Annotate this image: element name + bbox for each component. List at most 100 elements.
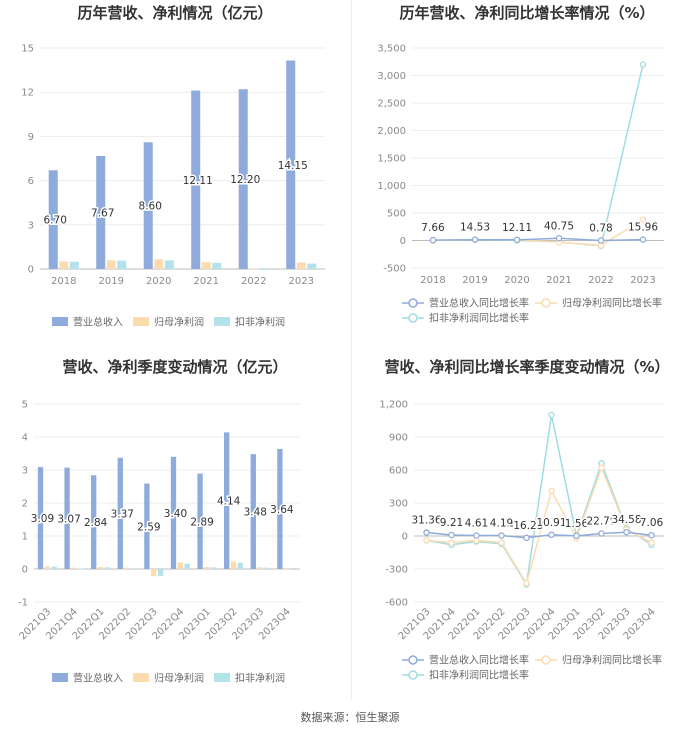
bar-revenue xyxy=(143,142,153,269)
growth-value-label: 22.79 xyxy=(586,515,616,527)
series-line xyxy=(432,237,644,242)
growth-value-label: 15.96 xyxy=(628,222,658,234)
bar-deducted-profit xyxy=(184,563,190,569)
legend-label: 归母净利润 xyxy=(154,316,204,329)
legend-label: 归母净利润同比增长率 xyxy=(562,297,662,310)
bar-parent-profit xyxy=(106,260,116,269)
y-tick-label: 2,000 xyxy=(377,126,406,137)
bar-parent-profit xyxy=(201,262,211,269)
data-point xyxy=(548,531,555,539)
annual-growth-chart: -500 0 500 1,000 1,500 2,000 2,500 3,000 3,500 7.… xyxy=(377,44,664,325)
series-line xyxy=(432,64,644,247)
bar-parent-profit xyxy=(124,567,130,569)
bar-value-label: 12.20 xyxy=(230,174,260,186)
bar-value-label: 14.15 xyxy=(278,160,308,172)
legend-marker xyxy=(408,313,418,323)
bar-parent-profit xyxy=(296,262,306,269)
data-point xyxy=(448,531,455,539)
data-point xyxy=(429,236,437,244)
data-point xyxy=(598,464,605,472)
y-tick-label: 1 xyxy=(22,532,28,543)
y-tick-label: 2,500 xyxy=(377,99,406,110)
y-tick-label: 500 xyxy=(387,209,406,220)
data-point xyxy=(473,532,480,539)
bar-revenue xyxy=(170,456,177,569)
x-tick-label: 2023 xyxy=(630,275,655,286)
panel-divider xyxy=(351,0,352,700)
growth-value-label: -16.23 xyxy=(510,520,544,532)
legend-marker xyxy=(541,655,551,665)
bar-parent-profit xyxy=(151,569,157,577)
bar-deducted-profit xyxy=(69,261,79,269)
annual-revenue-profit-chart: 0 3 6 9 12 15 6.70 2018 7.67 2019 8.60 2020 12.11 202… xyxy=(21,44,325,329)
legend-label: 扣非净利润 xyxy=(235,672,285,685)
bar-deducted-profit xyxy=(157,569,164,576)
x-tick-label: 2018 xyxy=(420,275,445,286)
legend-swatch xyxy=(52,673,68,682)
bar-deducted-profit xyxy=(51,566,57,569)
growth-value-label: 40.75 xyxy=(544,220,574,232)
growth-value-label: 1.56 xyxy=(565,518,589,530)
bar-revenue xyxy=(286,60,296,270)
bar-parent-profit xyxy=(177,562,183,569)
bar-revenue xyxy=(48,170,58,269)
x-tick-label: 2019 xyxy=(462,275,487,286)
panel-quarterly-growth: 营收、净利同比增长率季度变动情况（%） -600 -300 0 300 600 900 1,… xyxy=(352,354,700,704)
y-tick-label: 9 xyxy=(28,132,34,143)
panel-annual-bar: 历年营收、净利情况（亿元） 0 3 6 9 12 15 6.70 2018 7.67 2019 8.… xyxy=(0,0,350,350)
bar-revenue xyxy=(238,89,248,270)
y-tick-label: 3,000 xyxy=(377,71,406,82)
data-point xyxy=(471,236,479,243)
y-tick-label: 3 xyxy=(22,466,28,477)
y-tick-label: 6 xyxy=(28,176,34,187)
bar-revenue xyxy=(91,475,97,569)
data-point xyxy=(639,216,647,223)
data-point xyxy=(648,531,655,539)
legend-label: 归母净利润同比增长率 xyxy=(562,654,662,667)
bar-revenue xyxy=(277,448,283,569)
bar-parent-profit xyxy=(71,567,77,569)
legend-marker xyxy=(541,298,551,308)
bar-value-label: 3.09 xyxy=(31,513,54,525)
bar-deducted-profit xyxy=(307,263,317,269)
bar-parent-profit xyxy=(249,268,259,270)
bar-deducted-profit xyxy=(259,269,269,270)
y-tick-label: -500 xyxy=(383,264,406,275)
data-point xyxy=(498,532,505,539)
bar-value-label: 2.84 xyxy=(84,517,108,529)
x-tick-label: 2020 xyxy=(504,275,529,286)
bar-revenue xyxy=(224,432,230,569)
bar-deducted-profit xyxy=(117,260,127,269)
bar-parent-profit xyxy=(97,567,104,569)
growth-value-label: 0.78 xyxy=(589,222,612,234)
bar-value-label: 3.37 xyxy=(111,508,134,520)
bar-revenue xyxy=(191,90,201,269)
bar-parent-profit xyxy=(204,567,210,569)
bar-deducted-profit xyxy=(264,567,270,569)
legend-label: 扣非净利润 xyxy=(235,316,285,329)
growth-value-label: 4.19 xyxy=(490,518,513,530)
y-tick-label: 0 xyxy=(402,532,408,543)
bar-revenue xyxy=(144,483,150,569)
bar-parent-profit xyxy=(230,561,237,569)
growth-value-label: 14.53 xyxy=(460,222,490,234)
growth-value-label: 9.21 xyxy=(440,517,463,529)
bar-value-label: 2.59 xyxy=(137,521,160,533)
legend-label: 归母净利润 xyxy=(154,672,204,685)
series-line xyxy=(426,531,652,539)
growth-value-label: 4.61 xyxy=(465,517,488,529)
y-tick-label: 3,500 xyxy=(377,44,406,55)
y-tick-label: 0 xyxy=(400,236,406,247)
legend-label: 营业总收入同比增长率 xyxy=(429,297,529,310)
bar-revenue xyxy=(64,467,70,569)
data-point xyxy=(523,534,530,542)
bar-revenue xyxy=(197,473,203,569)
bar-deducted-profit xyxy=(78,568,84,570)
bar-value-label: 7.67 xyxy=(91,207,114,219)
data-point xyxy=(555,235,563,242)
bar-deducted-profit xyxy=(131,568,137,570)
series-line xyxy=(426,414,652,587)
data-point xyxy=(498,539,505,546)
bar-deducted-profit xyxy=(164,260,174,269)
legend-swatch xyxy=(52,317,68,326)
